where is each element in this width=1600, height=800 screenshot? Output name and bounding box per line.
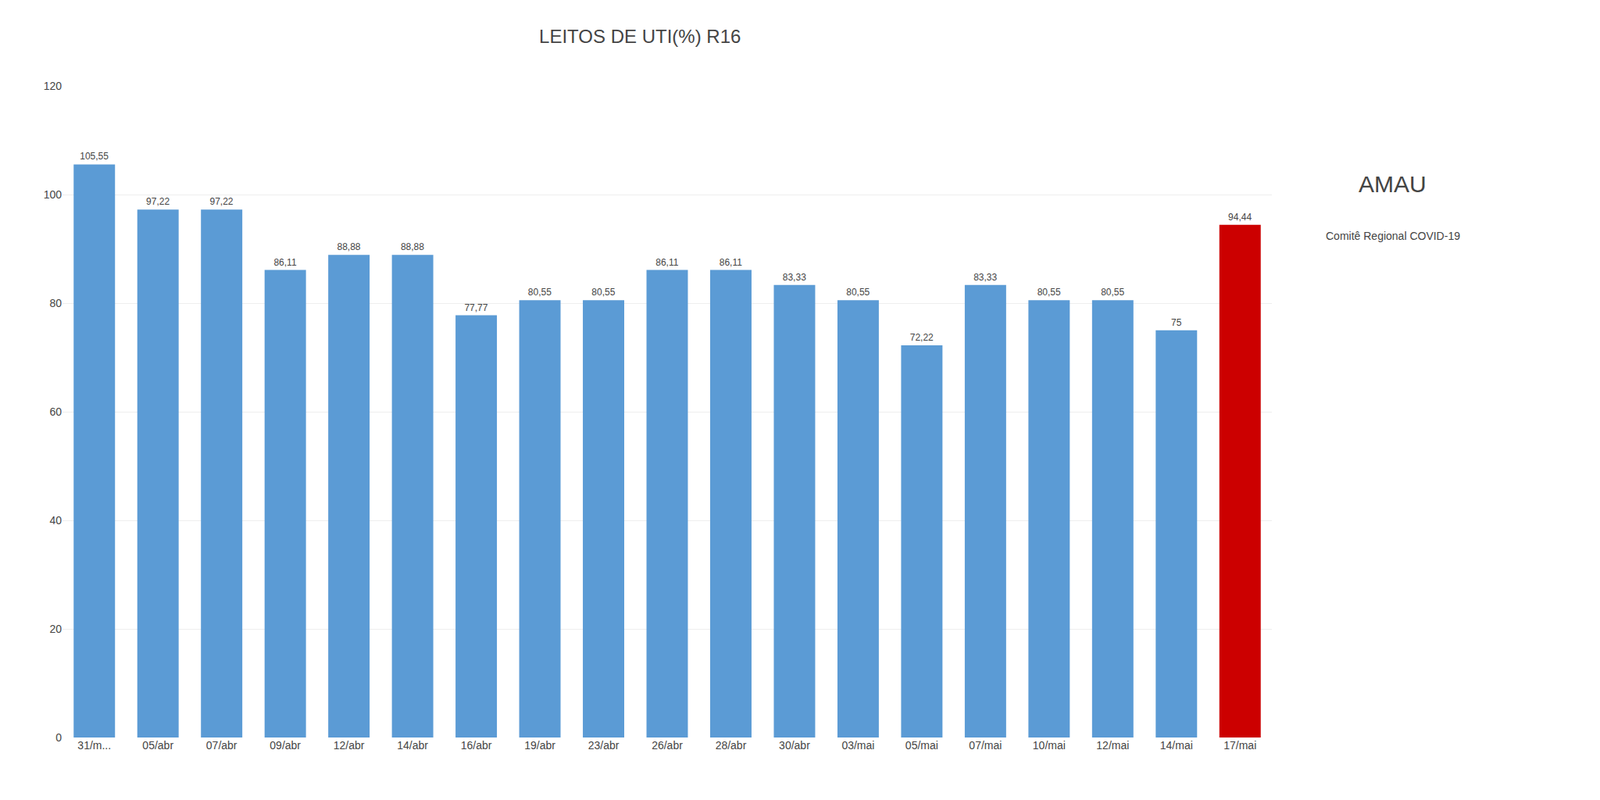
svg-text:97,22: 97,22	[210, 196, 234, 208]
svg-text:88,88: 88,88	[400, 241, 425, 253]
svg-text:40: 40	[49, 514, 62, 527]
svg-text:80,55: 80,55	[528, 286, 552, 298]
svg-text:94,44: 94,44	[1228, 211, 1252, 223]
svg-text:120: 120	[43, 79, 63, 93]
svg-text:88,88: 88,88	[336, 241, 361, 253]
svg-text:72,22: 72,22	[910, 332, 934, 343]
svg-text:12/abr: 12/abr	[333, 739, 365, 752]
svg-text:86,11: 86,11	[719, 257, 743, 268]
svg-text:80: 80	[49, 296, 62, 310]
svg-text:86,11: 86,11	[655, 257, 679, 268]
svg-text:31/m...: 31/m...	[77, 739, 111, 752]
svg-text:Comitê Regional COVID-19: Comitê Regional COVID-19	[1325, 229, 1461, 243]
svg-text:83,33: 83,33	[782, 271, 807, 283]
svg-text:09/abr: 09/abr	[269, 739, 301, 752]
svg-text:83,33: 83,33	[973, 271, 997, 283]
svg-text:07/abr: 07/abr	[206, 739, 238, 752]
svg-text:03/mai: 03/mai	[841, 739, 875, 752]
svg-text:17/mai: 17/mai	[1223, 739, 1257, 752]
svg-text:100: 100	[43, 188, 63, 201]
svg-text:80,55: 80,55	[1100, 286, 1125, 298]
svg-text:60: 60	[49, 405, 62, 418]
svg-text:80,55: 80,55	[846, 286, 870, 298]
svg-text:LEITOS DE UTI(%) R16: LEITOS DE UTI(%) R16	[539, 25, 741, 47]
svg-text:86,11: 86,11	[273, 257, 297, 268]
svg-text:0: 0	[55, 731, 62, 744]
svg-text:80,55: 80,55	[1037, 286, 1061, 298]
svg-text:26/abr: 26/abr	[651, 739, 683, 752]
svg-text:30/abr: 30/abr	[778, 739, 811, 752]
svg-text:AMAU: AMAU	[1358, 171, 1427, 197]
svg-text:05/abr: 05/abr	[142, 739, 174, 752]
svg-text:23/abr: 23/abr	[588, 739, 620, 752]
svg-text:105,55: 105,55	[79, 150, 109, 162]
svg-text:19/abr: 19/abr	[524, 739, 556, 752]
svg-text:80,55: 80,55	[591, 286, 615, 298]
svg-text:10/mai: 10/mai	[1032, 739, 1066, 752]
svg-text:05/mai: 05/mai	[905, 739, 939, 752]
svg-text:14/abr: 14/abr	[396, 739, 429, 752]
svg-text:12/mai: 12/mai	[1096, 739, 1129, 752]
svg-text:77,77: 77,77	[464, 302, 488, 314]
svg-text:16/abr: 16/abr	[460, 739, 493, 752]
svg-text:97,22: 97,22	[146, 196, 170, 208]
svg-text:07/mai: 07/mai	[968, 739, 1002, 752]
svg-text:20: 20	[49, 622, 62, 636]
svg-text:75: 75	[1171, 317, 1183, 329]
svg-text:28/abr: 28/abr	[715, 739, 747, 752]
svg-text:14/mai: 14/mai	[1160, 739, 1193, 752]
